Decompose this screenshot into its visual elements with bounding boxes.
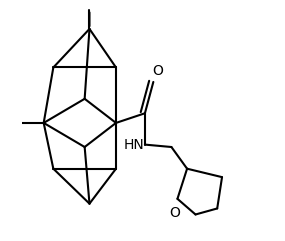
Text: O: O [153, 64, 164, 78]
Text: O: O [169, 206, 180, 220]
Text: HN: HN [124, 138, 144, 152]
